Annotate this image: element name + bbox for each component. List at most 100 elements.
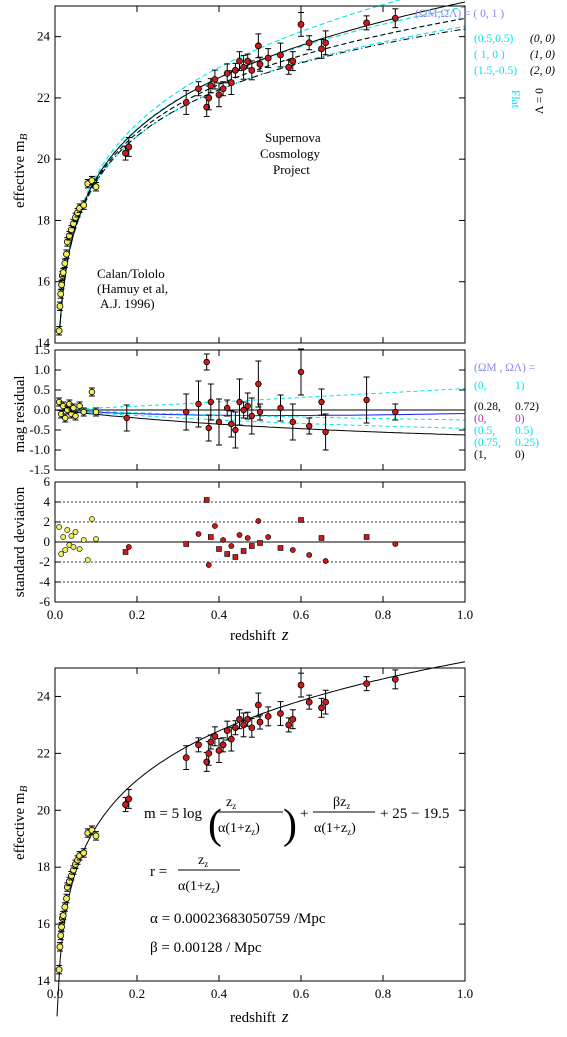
y-axis-label: effective mB [12,785,30,860]
legend-item-2-b: 0.72) [515,401,539,413]
y-tick-label: 1.5 [34,342,50,357]
y-tick-label: -0.5 [29,422,50,437]
std-point [122,549,129,555]
std-point [322,558,329,564]
residual-point [306,422,313,430]
scp-point [182,754,190,762]
calan-tololo-point [61,903,69,911]
calan-tololo-point [63,250,70,258]
residual-point [240,406,247,414]
std-point [211,523,218,529]
annotation-ct-1: Calan/Tololo [97,266,165,281]
eq-m-frac2-num: βzz [333,795,350,811]
scp-point [391,675,399,683]
legend-item-4-a: (0.5, [474,425,495,437]
residual-legend: (0, 1) (0.28, 0.72) (0, 0) (0.5, 0.5) (0… [474,380,539,461]
std-point [216,546,222,552]
std-point [298,517,304,523]
residual-point [289,418,296,426]
x-ticks [54,6,466,343]
eq-m-frac2-den: α(1+zz) [314,821,356,837]
annotation-scp-2: Cosmology [260,146,320,161]
x-tick-label: 0.0 [47,607,63,622]
scp-point [254,701,262,709]
legend-flat-3: (1.5,-0.5) [474,65,517,77]
residual-points [55,348,399,451]
plot-frame [54,5,466,344]
equation-r: r = zz α(1+zz) [150,853,240,895]
scp-point [205,749,213,757]
std-point [220,537,226,543]
scp-point [122,801,129,808]
y-tick-label: 16 [37,916,51,931]
x-tick-label: 0.4 [211,986,228,1001]
y-tick-label: 0.5 [34,382,50,397]
std-point [208,534,214,540]
x-tick-label: 1.0 [457,986,473,1001]
std-point [240,548,247,554]
std-point [318,535,325,541]
scp-point [297,681,305,689]
scp-point [277,51,284,59]
y-tick-label: -2 [39,554,50,569]
std-point [58,551,65,557]
x-axis-label: redshift z [230,625,289,644]
scp-point [195,741,202,749]
std-point [70,544,77,550]
scp-point [236,715,243,723]
residual-point [215,418,223,426]
eq-m-tail: + 25 − 19.5 [380,806,449,822]
std-point [203,497,210,503]
y-ticks: 6 4 2 0 -2 -4 -6 [39,474,465,609]
x-tick-label: 0.8 [375,986,391,1001]
scp-point [363,680,371,688]
residual-point [248,412,255,420]
cosmology-curves [58,0,466,336]
scp-point [248,724,256,732]
scp-point [207,82,215,90]
scp-point [285,63,293,71]
std-point [205,562,212,568]
x-tick-label: 0.6 [293,607,310,622]
residual-point [277,404,284,412]
residual-point [322,428,329,436]
residual-point [207,398,214,406]
scp-point [182,99,190,106]
residual-point [363,396,370,404]
legend-item-5-a: (0.75, [474,437,501,449]
residual-model-curve [56,409,465,421]
std-point [68,533,75,539]
std-point [232,554,239,560]
legend-flat-2: ( 1, 0 ) [474,49,505,61]
residual-panel: 1.5 1.0 0.5 0.0 -0.5 -1.0 -1.5 mag residual (Ω… [12,342,539,477]
scp-point [223,727,231,734]
eq-m-plus: + [300,806,308,822]
calan-tololo-point [61,259,69,267]
model-curve [58,0,402,335]
y-tick-label: 4 [44,494,51,509]
scp-point [318,45,325,53]
lambda-zero-label: Λ = 0 [534,88,546,114]
calan-tololo-point [58,281,65,289]
calan-tololo-point [92,183,100,191]
std-point [244,535,251,541]
scp-point [256,60,264,68]
scp-point [264,712,272,720]
y-tick-label: 0.0 [34,402,50,417]
legend-item-2-a: (0.28, [474,401,501,413]
eq-r-den: α(1+zz) [178,879,220,895]
annotation-ct-2: (Hamuy et al, [97,281,168,296]
calan-tololo-point [80,849,88,857]
standard-deviation-panel: 6 4 2 0 -2 -4 -6 0.0 0.2 0.4 0.6 0.8 1.0 standard d… [12,474,473,644]
fit-panel: 14 16 18 20 22 24 0.0 0.2 0.4 0.6 0.8 1.0 effectiv… [12,661,473,1026]
scp-point [215,747,223,754]
residual-point [244,402,251,410]
calan-tololo-point [58,923,65,931]
beta-value: β = 0.00128 / Mpc [150,940,262,956]
std-points [56,497,399,568]
x-tick-label: 0.4 [211,607,228,622]
scp-point [207,738,215,746]
legend-item-1-b: 1) [515,380,525,392]
calan-tololo-point [63,895,70,902]
residual-point [297,368,305,376]
